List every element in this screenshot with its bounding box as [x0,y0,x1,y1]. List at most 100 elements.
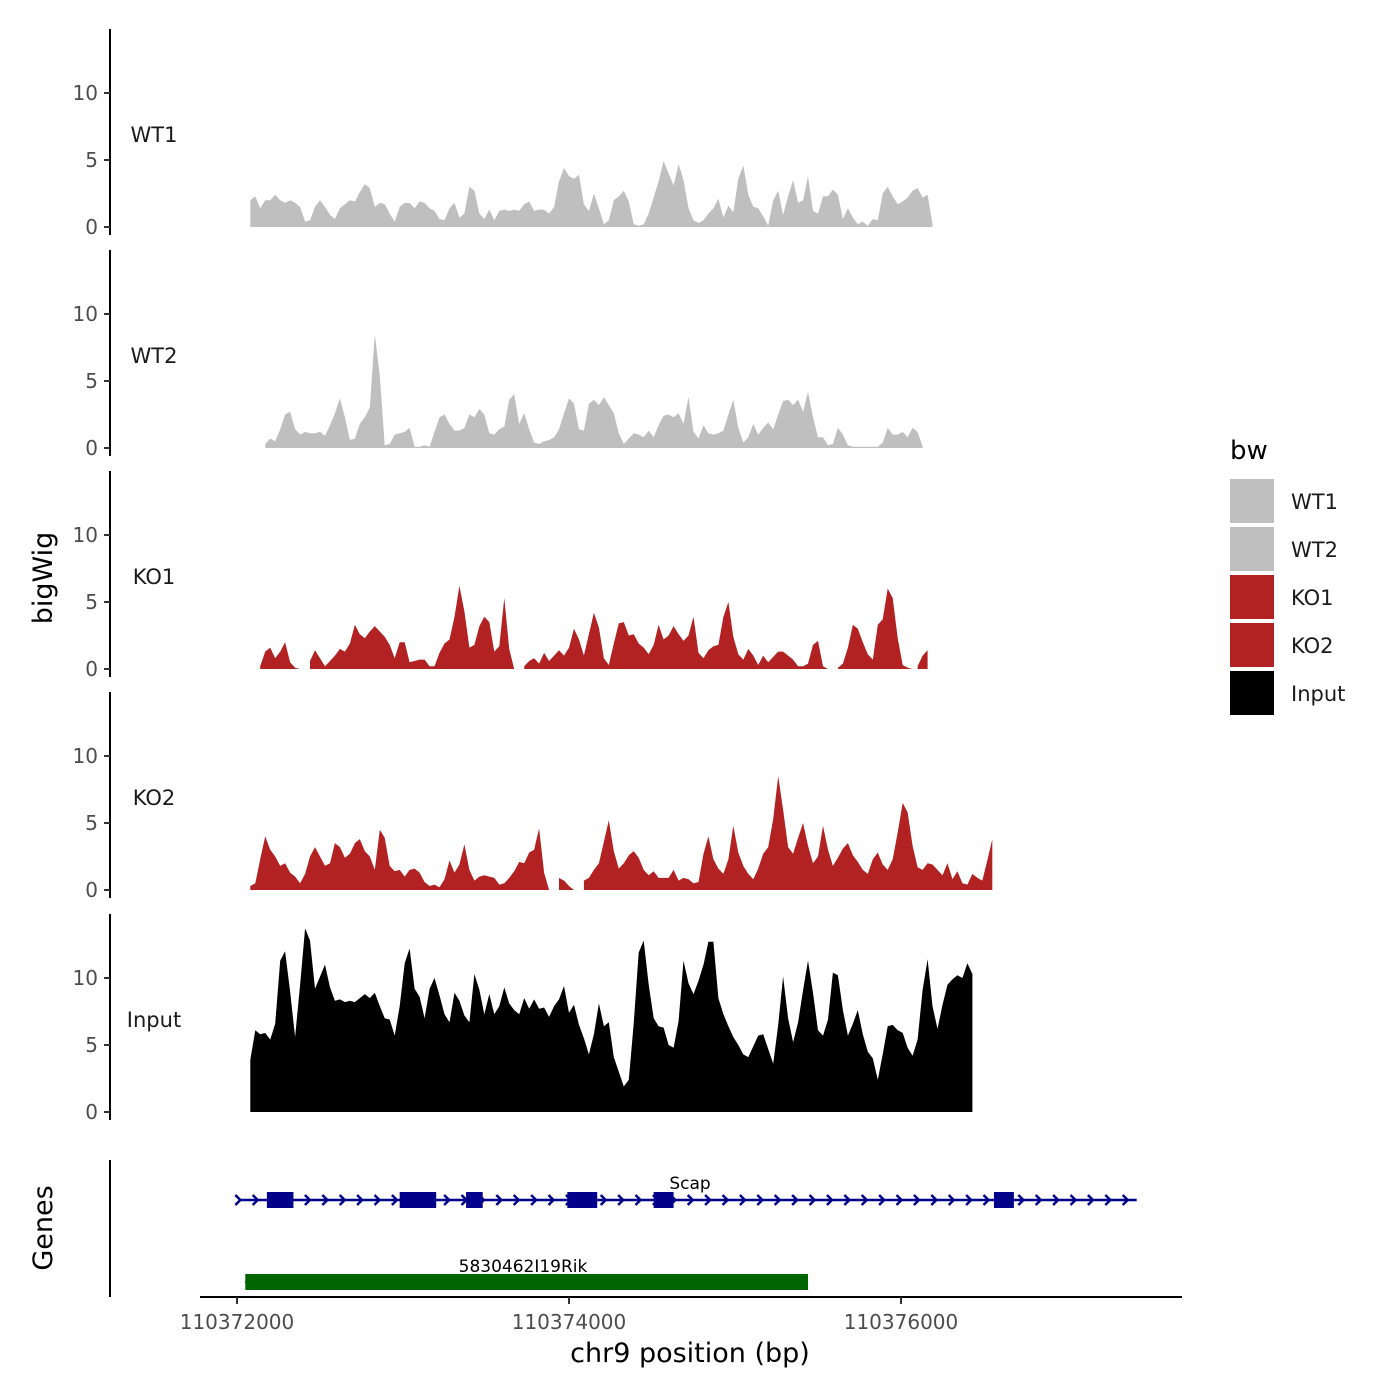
strand-arrow [634,1194,643,1206]
y-tick-label: 5 [85,1033,98,1057]
strand-arrow [356,1194,364,1206]
legend-item-ko1: KO1 [1230,575,1334,619]
legend: bw WT1 WT2 KO1 KO2 Input [1230,436,1345,715]
track-label: KO2 [133,786,176,810]
legend-label: WT1 [1291,490,1338,514]
strand-arrow [321,1194,330,1206]
strand-arrow [1017,1194,1026,1206]
y-axis-title: bigWig [28,532,59,625]
strand-arrow [721,1194,730,1206]
strand-arrow [617,1194,625,1206]
strand-arrow [547,1194,556,1206]
y-tick-label: 10 [73,302,98,326]
legend-item-wt2: WT2 [1230,527,1338,571]
x-tick-label: 110374000 [512,1310,627,1334]
y-tick-label: 10 [73,744,98,768]
coverage-area-wt1 [250,161,933,227]
track-label: WT1 [131,123,178,147]
strand-arrow [244,1276,253,1288]
track-label: KO1 [133,565,176,589]
track-wt2: 0 5 10 WT2 [73,250,923,460]
strand-arrow [739,1194,747,1206]
strand-arrow [373,1194,382,1206]
y-tick-label: 5 [85,590,98,614]
track-label: WT2 [131,344,178,368]
strand-arrow [756,1194,765,1206]
legend-item-wt1: WT1 [1230,479,1338,523]
x-tick-label: 110372000 [180,1310,295,1334]
legend-label: KO1 [1291,586,1334,610]
strand-arrow [1121,1194,1130,1206]
strand-arrow [599,1194,608,1206]
coverage-area-input [250,928,973,1112]
legend-title: bw [1230,436,1268,466]
legend-swatch [1230,623,1274,667]
legend-label: KO2 [1291,634,1334,658]
y-tick-label: 0 [85,1100,98,1124]
y-tick-label: 10 [73,81,98,105]
strand-arrow [304,1194,312,1206]
track-label: Input [127,1008,181,1032]
strand-arrow [686,1194,695,1206]
legend-swatch [1230,575,1274,619]
strand-arrow [808,1194,817,1206]
legend-item-ko2: KO2 [1230,623,1334,667]
legend-item-input: Input [1230,671,1345,715]
coverage-area-ko1 [260,585,928,669]
strand-arrow [1087,1194,1095,1206]
legend-label: WT2 [1291,538,1338,562]
strand-arrow [826,1194,834,1206]
x-axis: 110372000 110374000 110376000 [180,1296,1182,1334]
track-wt1: 0 5 10 WT1 [73,29,933,239]
strand-arrow [391,1194,399,1206]
strand-arrow [947,1194,956,1206]
exon [567,1192,598,1208]
gene-label: Scap [669,1174,710,1194]
strand-arrow [878,1194,886,1206]
strand-arrow [860,1194,869,1206]
y-tick-label: 10 [73,966,98,990]
y-tick-label: 5 [85,148,98,172]
coverage-area-ko2 [250,776,993,890]
strand-arrow [1034,1194,1043,1206]
exon [466,1192,483,1208]
strand-arrow [843,1194,852,1206]
strand-arrow [965,1194,973,1206]
legend-swatch [1230,671,1274,715]
y-tick-label: 0 [85,878,98,902]
exon [993,1192,1014,1208]
gene-5830462i19rik: 5830462I19Rik [244,1257,809,1290]
strand-arrow [913,1194,921,1206]
track-input: 0 5 10 Input [73,914,973,1124]
exon [266,1192,294,1208]
y-tick-label: 0 [85,215,98,239]
genes-axis-title: Genes [28,1185,59,1270]
y-tick-label: 0 [85,657,98,681]
strand-arrow [895,1194,904,1206]
exon [653,1192,674,1208]
legend-swatch [1230,479,1274,523]
y-tick-label: 5 [85,369,98,393]
strand-arrow [234,1194,243,1206]
track-panels: 0 5 10 WT1 0 5 10 WT2 0 5 10 KO1 0 5 10 KO2 0 5 10 Input [73,29,993,1124]
y-tick-label: 0 [85,436,98,460]
strand-arrow [791,1194,799,1206]
strand-arrow [704,1194,712,1206]
strand-arrow [530,1194,538,1206]
strand-arrow [930,1194,939,1206]
legend-swatch [1230,527,1274,571]
strand-arrow [1069,1194,1078,1206]
strand-arrow [495,1194,504,1206]
strand-arrow [512,1194,521,1206]
track-ko2: 0 5 10 KO2 [73,692,993,902]
x-axis-title: chr9 position (bp) [570,1338,810,1369]
strand-arrow [251,1194,260,1206]
strand-arrow [338,1194,347,1206]
strand-arrow [1052,1194,1060,1206]
coverage-area-wt2 [265,334,923,448]
y-tick-label: 5 [85,811,98,835]
track-ko1: 0 5 10 KO1 [73,471,928,681]
exon [399,1192,437,1208]
gene-label: 5830462I19Rik [459,1257,588,1277]
